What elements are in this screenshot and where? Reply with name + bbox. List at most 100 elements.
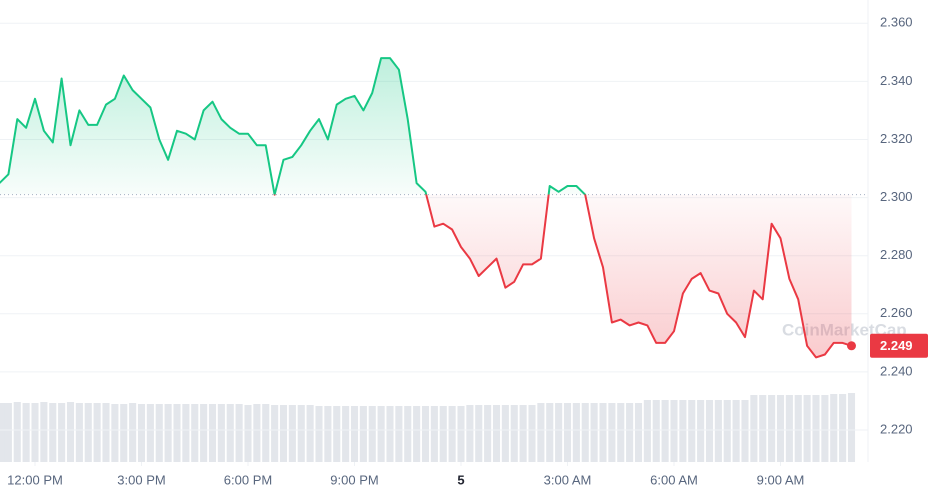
volume-bar xyxy=(146,404,154,462)
volume-bar xyxy=(120,404,128,462)
volume-bar xyxy=(404,406,412,462)
volume-bar xyxy=(173,404,181,462)
volume-bar xyxy=(111,404,119,462)
volume-bar xyxy=(297,405,305,462)
volume-bar xyxy=(164,404,172,462)
volume-bar xyxy=(448,406,456,462)
x-tick-label: 6:00 AM xyxy=(650,472,698,487)
y-tick-label: 2.320 xyxy=(880,131,913,146)
volume-bar xyxy=(13,402,21,462)
x-tick-label: 3:00 AM xyxy=(544,472,592,487)
volume-bar xyxy=(75,403,83,462)
x-tick-label: 5 xyxy=(457,472,464,487)
volume-bar xyxy=(776,395,785,462)
volume-bar xyxy=(386,406,394,462)
volume-bar xyxy=(563,403,572,462)
volume-bar xyxy=(626,403,634,462)
volume-bar xyxy=(732,400,740,462)
volume-bar xyxy=(262,404,270,462)
volume-bar xyxy=(839,394,847,462)
volume-bar xyxy=(66,402,75,462)
volume-bar xyxy=(439,406,447,462)
volume-bar xyxy=(634,403,643,462)
volume-bar xyxy=(93,403,101,462)
volume-bar xyxy=(129,403,137,462)
volume-bar xyxy=(750,395,758,462)
price-tag xyxy=(870,333,928,358)
volume-bar xyxy=(785,395,793,462)
volume-bar xyxy=(315,406,323,462)
volume-bar xyxy=(475,405,483,462)
volume-bar xyxy=(333,406,341,462)
volume-bar xyxy=(208,404,217,462)
volume-bar xyxy=(288,405,296,462)
volume-bar xyxy=(643,400,651,462)
volume-bar xyxy=(377,406,385,462)
volume-bar xyxy=(350,406,359,462)
volume-bar xyxy=(741,400,749,462)
volume-bar xyxy=(670,400,678,462)
y-tick-label: 2.260 xyxy=(880,305,913,320)
volume-bar xyxy=(581,403,589,462)
volume-bar xyxy=(4,403,12,462)
volume-bar xyxy=(217,404,225,462)
volume-bar xyxy=(537,403,545,462)
volume-bar xyxy=(803,395,811,462)
volume-bar xyxy=(137,404,146,462)
volume-bar xyxy=(608,403,616,462)
volume-bar xyxy=(368,406,376,462)
volume-bar xyxy=(102,403,110,462)
volume-bar xyxy=(22,403,30,462)
volume-bar xyxy=(430,406,438,462)
last-point xyxy=(846,341,856,351)
volume-bar xyxy=(599,403,607,462)
volume-bar xyxy=(342,406,350,462)
volume-bar xyxy=(155,404,163,462)
volume-bar xyxy=(395,406,403,462)
y-tick-label: 2.300 xyxy=(880,189,913,204)
y-tick-label: 2.280 xyxy=(880,247,913,262)
x-tick-label: 9:00 PM xyxy=(330,472,378,487)
volume-bar xyxy=(484,405,492,462)
volume-bar xyxy=(679,400,687,462)
volume-bar xyxy=(723,400,731,462)
volume-bar xyxy=(226,404,234,462)
volume-bar xyxy=(359,406,367,462)
volume-bar xyxy=(457,406,465,462)
y-tick-label: 2.220 xyxy=(880,421,913,436)
volume-bar xyxy=(244,405,252,462)
volume-bar xyxy=(492,405,501,462)
volume-bar xyxy=(714,400,722,462)
volume-bar xyxy=(812,395,820,462)
y-tick-label: 2.240 xyxy=(880,363,913,378)
volume-bar xyxy=(759,395,767,462)
volume-bar xyxy=(182,404,190,462)
volume-bar xyxy=(40,402,48,462)
volume-bar xyxy=(697,400,705,462)
volume-bar xyxy=(31,403,39,462)
volume-bar xyxy=(510,405,518,462)
volume-bar xyxy=(200,404,208,462)
volume-bar xyxy=(324,406,332,462)
volume-bar xyxy=(58,403,66,462)
volume-bar xyxy=(84,403,92,462)
volume-bar xyxy=(49,403,57,462)
volume-bar xyxy=(617,403,625,462)
volume-bar xyxy=(794,395,802,462)
volume-bar xyxy=(271,405,279,462)
volume-bar xyxy=(847,393,856,462)
x-tick-label: 6:00 PM xyxy=(224,472,272,487)
y-tick-label: 2.360 xyxy=(880,15,913,30)
volume-bar xyxy=(528,405,536,462)
volume-bar xyxy=(546,403,554,462)
volume-bar xyxy=(830,394,838,462)
volume-bar xyxy=(572,403,580,462)
volume-bar xyxy=(705,400,714,462)
price-area xyxy=(0,58,852,358)
volume-bar xyxy=(555,403,563,462)
volume-bar xyxy=(0,403,8,462)
x-tick-label: 12:00 PM xyxy=(7,472,63,487)
volume-bar xyxy=(652,400,660,462)
